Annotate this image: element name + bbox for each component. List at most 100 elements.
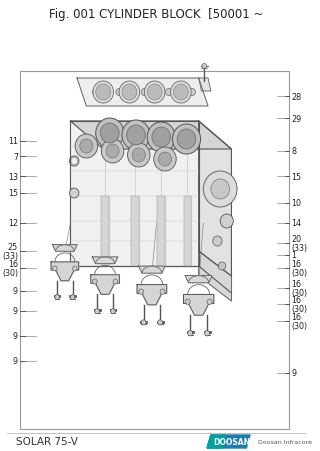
- Text: 9: 9: [291, 368, 296, 377]
- Polygon shape: [199, 122, 231, 276]
- Circle shape: [116, 89, 123, 96]
- Polygon shape: [91, 275, 119, 295]
- Circle shape: [218, 262, 226, 271]
- Circle shape: [189, 89, 196, 96]
- Circle shape: [139, 290, 144, 295]
- Circle shape: [207, 299, 212, 305]
- Text: 25
(33): 25 (33): [2, 242, 18, 261]
- Polygon shape: [207, 435, 226, 448]
- Circle shape: [111, 309, 116, 314]
- Polygon shape: [157, 197, 165, 267]
- Polygon shape: [92, 258, 118, 264]
- Circle shape: [154, 147, 176, 172]
- Circle shape: [92, 89, 99, 96]
- Text: 29: 29: [291, 114, 301, 123]
- Circle shape: [213, 236, 222, 246]
- Polygon shape: [139, 267, 165, 274]
- Circle shape: [147, 85, 162, 101]
- Text: 9: 9: [13, 357, 18, 366]
- Polygon shape: [183, 295, 214, 316]
- Polygon shape: [184, 197, 191, 267]
- Polygon shape: [199, 252, 231, 301]
- Text: 28: 28: [291, 92, 301, 101]
- Circle shape: [171, 82, 191, 104]
- Circle shape: [101, 140, 124, 164]
- Text: 9: 9: [13, 287, 18, 296]
- Circle shape: [119, 82, 140, 104]
- Circle shape: [144, 82, 165, 104]
- Text: 16
(30): 16 (30): [291, 259, 308, 278]
- Text: 16
(30): 16 (30): [2, 259, 18, 278]
- Circle shape: [95, 309, 100, 314]
- Polygon shape: [70, 122, 199, 267]
- Text: SOLAR 75-V: SOLAR 75-V: [16, 436, 78, 446]
- Circle shape: [177, 130, 196, 150]
- Circle shape: [80, 140, 93, 154]
- Polygon shape: [207, 435, 250, 448]
- Circle shape: [204, 331, 210, 336]
- Circle shape: [203, 172, 237, 207]
- Circle shape: [132, 149, 145, 163]
- Circle shape: [92, 279, 97, 285]
- Circle shape: [122, 85, 137, 101]
- Circle shape: [106, 145, 119, 159]
- Circle shape: [70, 295, 75, 300]
- Circle shape: [113, 279, 118, 285]
- Text: 16
(30): 16 (30): [291, 312, 308, 331]
- Text: 11: 11: [8, 137, 18, 146]
- Circle shape: [52, 267, 57, 272]
- Circle shape: [75, 135, 98, 159]
- Circle shape: [128, 144, 150, 168]
- Circle shape: [147, 123, 175, 152]
- Polygon shape: [131, 197, 139, 267]
- Text: 16
(30): 16 (30): [291, 295, 308, 313]
- Text: 12: 12: [8, 219, 18, 228]
- Circle shape: [158, 152, 172, 166]
- Text: 9: 9: [13, 307, 18, 316]
- Polygon shape: [51, 262, 79, 281]
- Text: DOOSAN: DOOSAN: [213, 437, 250, 446]
- Text: 14: 14: [291, 219, 301, 228]
- Circle shape: [173, 85, 188, 101]
- Circle shape: [220, 215, 233, 229]
- Bar: [20, 72, 290, 429]
- Text: 9: 9: [13, 332, 18, 341]
- Polygon shape: [199, 79, 211, 92]
- Circle shape: [96, 85, 111, 101]
- Circle shape: [160, 290, 165, 295]
- Polygon shape: [52, 245, 77, 252]
- Circle shape: [127, 126, 145, 146]
- Circle shape: [141, 320, 146, 325]
- Circle shape: [211, 179, 229, 199]
- Text: 10: 10: [291, 199, 301, 208]
- Circle shape: [100, 124, 119, 144]
- Circle shape: [188, 331, 193, 336]
- Text: 8: 8: [291, 147, 296, 156]
- Text: Doosan Infracore: Doosan Infracore: [258, 439, 312, 444]
- Circle shape: [122, 121, 150, 151]
- Circle shape: [152, 128, 171, 147]
- Polygon shape: [77, 79, 208, 107]
- Circle shape: [96, 119, 124, 149]
- Circle shape: [158, 320, 163, 325]
- Text: Fig. 001 CYLINDER BLOCK  [50001 ~: Fig. 001 CYLINDER BLOCK [50001 ~: [49, 8, 264, 21]
- Circle shape: [202, 64, 207, 69]
- Circle shape: [55, 295, 60, 300]
- Text: 7: 7: [13, 152, 18, 161]
- Circle shape: [185, 299, 190, 305]
- Circle shape: [165, 89, 172, 96]
- Text: 13: 13: [8, 172, 18, 181]
- Polygon shape: [70, 122, 231, 150]
- Circle shape: [69, 189, 79, 198]
- Polygon shape: [137, 285, 167, 305]
- Polygon shape: [185, 276, 212, 283]
- Circle shape: [141, 89, 148, 96]
- Circle shape: [93, 82, 114, 104]
- Text: 16
(30): 16 (30): [291, 279, 308, 298]
- Text: 15: 15: [291, 172, 301, 181]
- Text: 1: 1: [291, 251, 296, 260]
- Text: 15: 15: [8, 189, 18, 198]
- Polygon shape: [101, 197, 109, 267]
- Text: 20
(33): 20 (33): [291, 234, 308, 253]
- Circle shape: [73, 267, 77, 272]
